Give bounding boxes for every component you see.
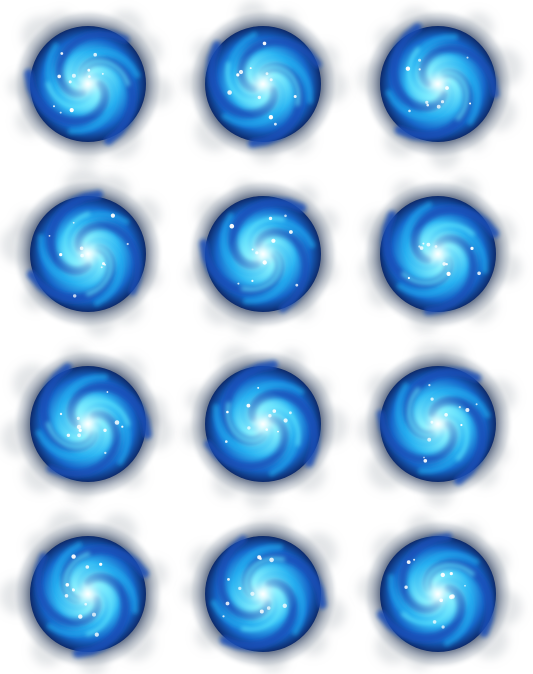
vortex-core-glow [404, 50, 472, 118]
vortex-frame [0, 167, 168, 337]
vortex-graphic [0, 167, 164, 337]
vortex-graphic [182, 516, 346, 673]
vortex-frame [183, 344, 349, 509]
vortex-graphic [186, 178, 339, 334]
vortex-frame [182, 514, 346, 674]
sparkles [404, 558, 466, 629]
vortex-graphic [1, 346, 173, 503]
vortex-core-glow [54, 50, 122, 118]
vortex-core-glow [404, 220, 472, 288]
vortex-graphic [183, 1, 348, 164]
vortex-core-glow [229, 560, 297, 628]
vortex-graphic [0, 511, 168, 674]
sparkles [48, 213, 129, 298]
vortex-core-glow [229, 220, 297, 288]
sparkles [405, 56, 472, 113]
vortex-frame [358, 4, 523, 170]
vortex-frame [183, 1, 348, 164]
vortex-graphic [358, 343, 516, 508]
vortex-frame [0, 511, 168, 674]
vortex-frame [183, 174, 343, 334]
vortex-frame [358, 343, 518, 508]
sparkles [59, 391, 124, 455]
vortex-frame [8, 4, 173, 165]
sparkles [53, 52, 104, 114]
sparkles [229, 214, 299, 287]
sparkles [407, 242, 481, 280]
vortex-graphic [360, 177, 522, 333]
vortex-core-glow [54, 390, 122, 458]
vortex-core-glow [229, 50, 297, 118]
sparkles [225, 386, 292, 443]
sparkles [222, 555, 287, 618]
vortex-frame [358, 174, 522, 334]
vortex-core-glow [54, 560, 122, 628]
vortex-core-glow [404, 390, 472, 458]
vortex-core-glow [229, 390, 297, 458]
vortex-graphic [358, 514, 522, 670]
vortex-frame [358, 514, 522, 674]
sparkles [227, 41, 297, 126]
vortex-graphic [358, 7, 523, 170]
vortex-core-glow [404, 560, 472, 628]
vortex-graphic [8, 8, 173, 165]
vortex-core-glow [54, 220, 122, 288]
sparkles [64, 554, 103, 637]
sparkles [423, 384, 478, 463]
vortex-frame [1, 344, 173, 504]
vortex-graphic [183, 345, 349, 509]
